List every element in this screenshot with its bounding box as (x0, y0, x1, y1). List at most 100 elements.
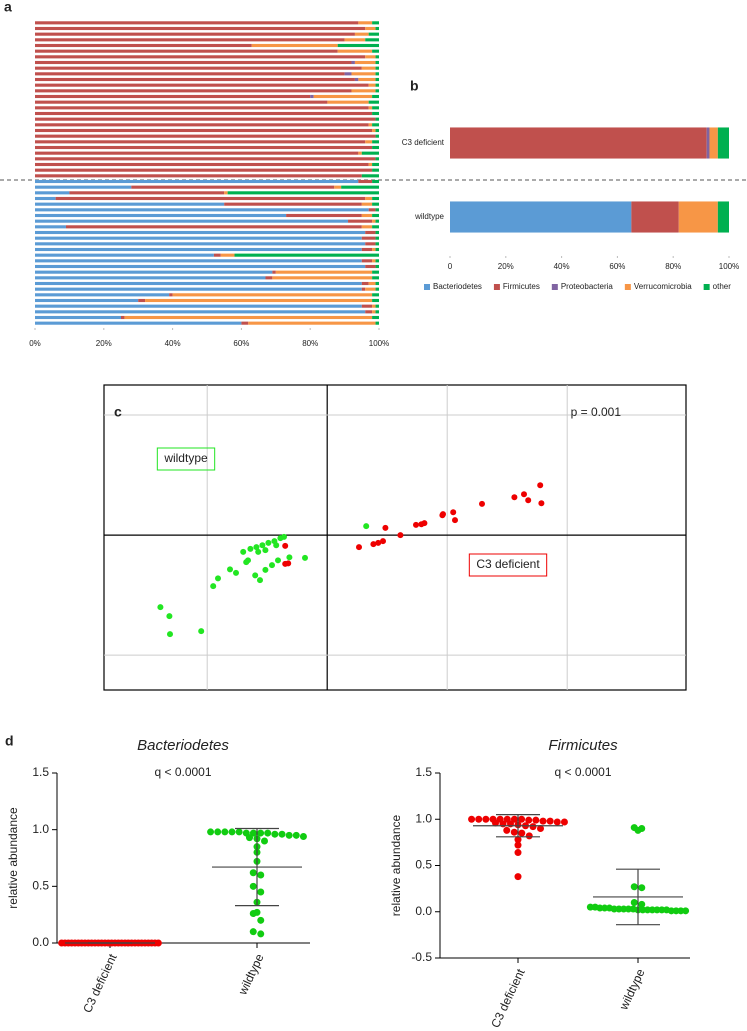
bar-segment (35, 247, 362, 252)
bar-segment (372, 293, 379, 297)
point (507, 820, 514, 828)
bar-segment (372, 140, 379, 144)
bar-segment (354, 60, 376, 65)
x-tick-label: 20% (96, 339, 112, 348)
x-tick-label: 20% (498, 262, 514, 271)
point (275, 557, 281, 564)
bar-segment (35, 77, 355, 82)
point (503, 826, 511, 834)
point (532, 816, 540, 824)
bar-segment (35, 66, 362, 70)
bar-segment (35, 83, 369, 87)
point (262, 547, 269, 554)
bar-segment (368, 281, 376, 286)
point (154, 939, 162, 947)
bar-segment (35, 26, 366, 31)
bar-segment (361, 287, 366, 291)
bar-segment (172, 293, 373, 297)
bar-segment (375, 310, 379, 314)
point (292, 831, 300, 839)
bar-segment (365, 140, 373, 144)
bar-segment (35, 157, 376, 161)
point (255, 548, 262, 555)
point (198, 628, 205, 635)
category-label: C3 deficient (402, 138, 445, 147)
point (511, 494, 518, 501)
bar-segment (706, 127, 710, 159)
bar-segment (35, 202, 225, 206)
bar-segment (35, 106, 369, 110)
bar-segment (368, 106, 373, 110)
point (375, 539, 382, 546)
x-tick-label: 100% (719, 262, 739, 271)
bar-segment (375, 134, 379, 138)
point (221, 828, 229, 836)
bar-segment (35, 179, 359, 184)
bar-segment (372, 196, 379, 201)
point (421, 520, 428, 527)
point (482, 815, 490, 823)
point (246, 834, 253, 842)
bar-segment (224, 202, 362, 206)
legend-swatch (424, 284, 430, 290)
annotation: p = 0.001 (571, 405, 622, 419)
bar-segment (375, 304, 379, 308)
bar-segment (65, 225, 362, 229)
legend-swatch (493, 284, 500, 290)
point (538, 500, 545, 507)
bar-segment (372, 162, 379, 167)
point (525, 816, 533, 824)
bar-segment (372, 270, 379, 274)
bar-segment (35, 117, 376, 121)
point (638, 900, 646, 908)
bar-segment (361, 281, 369, 286)
x-tick-label: 60% (233, 339, 249, 348)
group-label-box (156, 447, 216, 471)
bar-segment (375, 60, 379, 65)
bar-segment (375, 230, 379, 235)
point (514, 836, 522, 844)
bar-segment (372, 145, 379, 150)
point (235, 828, 243, 836)
point (286, 554, 293, 561)
x-tick-label: 0 (448, 262, 453, 271)
point (257, 829, 265, 837)
point (413, 521, 419, 528)
bar-segment (35, 321, 242, 325)
bar-segment (213, 253, 221, 257)
point (265, 539, 272, 546)
bar-segment (35, 21, 359, 25)
legend-label: other (713, 282, 732, 291)
point (370, 541, 377, 548)
bar-segment (375, 77, 379, 82)
bar-segment (55, 196, 366, 201)
y-tick-label: 1.0 (415, 811, 432, 825)
bar-segment (372, 106, 379, 110)
bar-segment (35, 145, 373, 150)
point (397, 532, 404, 539)
point (247, 545, 254, 552)
bar-segment (35, 174, 362, 178)
point (278, 830, 286, 838)
bar-segment (358, 151, 362, 155)
bar-segment (35, 128, 373, 133)
bar-segment (35, 72, 345, 76)
annotation: q < 0.0001 (554, 765, 611, 779)
bar-segment (375, 208, 379, 212)
point (228, 828, 236, 836)
bar-segment (351, 60, 355, 65)
point (257, 888, 265, 896)
x-tick-label: 40% (165, 339, 181, 348)
point (257, 916, 265, 924)
bar-segment (251, 43, 338, 48)
point (525, 832, 533, 840)
bar-segment (35, 281, 362, 286)
panel-label: d (5, 733, 14, 749)
point (262, 566, 269, 573)
bar-segment (241, 321, 249, 325)
bar-segment (35, 276, 266, 280)
bar-segment (372, 21, 379, 25)
point (356, 544, 362, 551)
